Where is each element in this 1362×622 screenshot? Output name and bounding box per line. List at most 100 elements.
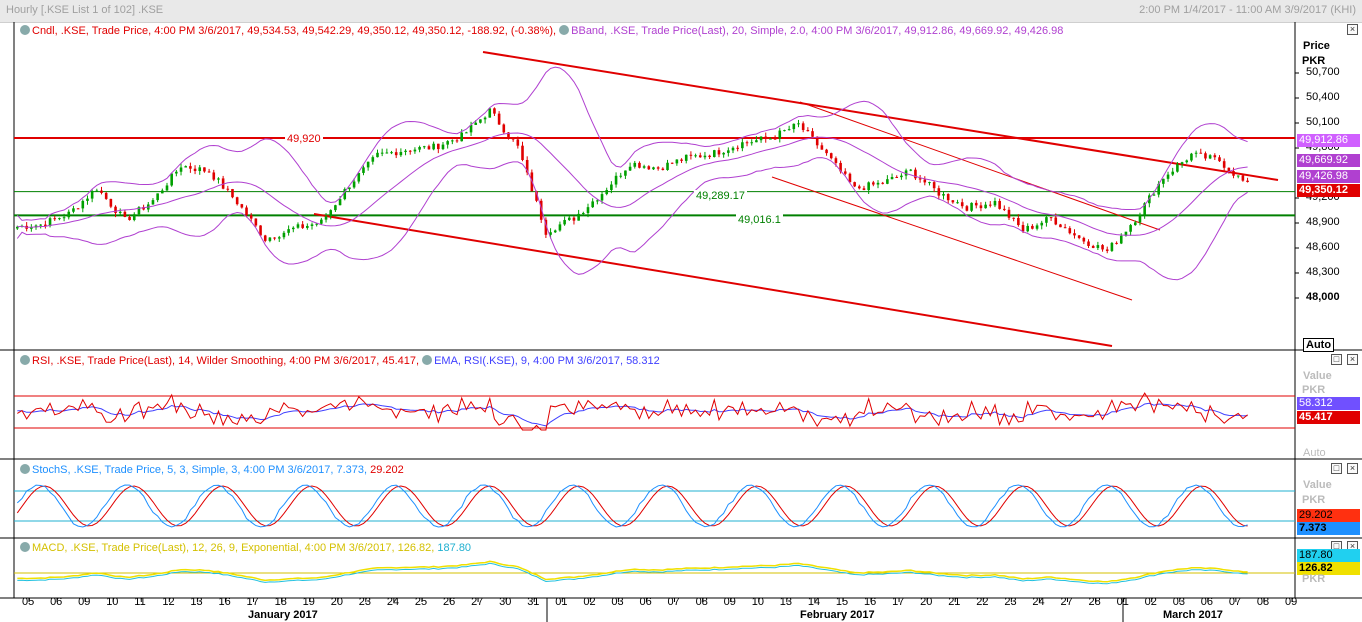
x-day-label: 06 bbox=[1200, 596, 1214, 608]
candle-body bbox=[315, 223, 318, 225]
candle-body bbox=[193, 168, 197, 172]
bband-lower bbox=[16, 157, 1248, 281]
candle-body bbox=[226, 188, 230, 190]
candle-body bbox=[249, 215, 253, 219]
candle-body bbox=[1185, 160, 1189, 163]
x-day-label: 16 bbox=[864, 596, 877, 608]
x-day-label: 17 bbox=[892, 596, 905, 608]
candle-body bbox=[1096, 245, 1100, 248]
candle-body bbox=[44, 224, 47, 227]
candle-body bbox=[731, 147, 735, 151]
rsi-pane-close-icon[interactable]: × bbox=[1347, 354, 1358, 365]
candle-body bbox=[1171, 171, 1175, 175]
candle-body bbox=[698, 155, 702, 158]
x-day-label: 10 bbox=[751, 596, 764, 608]
bband-mid bbox=[17, 132, 1248, 236]
candle-body bbox=[1049, 217, 1053, 219]
candle-body bbox=[493, 108, 496, 114]
candle-body bbox=[525, 159, 529, 173]
candle-body bbox=[90, 191, 94, 199]
candle-body bbox=[1143, 203, 1146, 215]
candle-body bbox=[1208, 155, 1212, 159]
x-day-label: 25 bbox=[414, 596, 428, 608]
macd-legend-icon[interactable] bbox=[20, 542, 30, 552]
candle-body bbox=[544, 219, 548, 235]
candle-body bbox=[876, 182, 880, 185]
candle-body bbox=[62, 217, 66, 219]
candle-body bbox=[642, 166, 646, 168]
rsi-legend-icon[interactable] bbox=[20, 355, 30, 365]
bband-legend-icon[interactable] bbox=[559, 25, 570, 35]
candle-body bbox=[647, 166, 651, 170]
price-tick-label: 48,300 bbox=[1306, 266, 1340, 278]
candle-body bbox=[488, 108, 492, 118]
stoch-pane-maximize-icon[interactable]: □ bbox=[1331, 463, 1342, 474]
candle-body bbox=[806, 129, 810, 132]
price-pane-close-icon[interactable]: × bbox=[1347, 24, 1358, 35]
date-range: 2:00 PM 1/4/2017 - 11:00 AM 3/9/2017 (KH… bbox=[1139, 4, 1356, 16]
candle-body bbox=[689, 154, 693, 156]
candle-body bbox=[736, 147, 739, 149]
candle-body bbox=[988, 204, 992, 206]
x-day-label: 01 bbox=[1116, 596, 1129, 608]
candle-body bbox=[750, 142, 754, 144]
candle-body bbox=[558, 224, 562, 231]
stoch-pane-close-icon[interactable]: × bbox=[1347, 463, 1358, 474]
price-auto-button[interactable]: Auto bbox=[1303, 338, 1335, 352]
candle-body bbox=[998, 200, 1001, 209]
candle-body bbox=[189, 166, 192, 169]
price-tick-label: 50,700 bbox=[1306, 66, 1340, 78]
stoch-legend-icon[interactable] bbox=[20, 464, 30, 474]
x-day-label: 20 bbox=[920, 596, 933, 608]
candle-body bbox=[502, 124, 506, 133]
candle-body bbox=[235, 197, 239, 205]
candle-body bbox=[703, 155, 707, 158]
candle-body bbox=[338, 199, 342, 206]
candle-body bbox=[1105, 249, 1109, 251]
x-month-label: January 2017 bbox=[248, 609, 318, 621]
candle-body bbox=[259, 225, 262, 236]
macd-line bbox=[17, 560, 1248, 583]
candle-body bbox=[1017, 217, 1020, 226]
macd-legend-value2: 187.80 bbox=[437, 542, 472, 554]
candle-body bbox=[904, 170, 908, 176]
ema-legend-icon[interactable] bbox=[422, 355, 433, 365]
candle-body bbox=[371, 157, 375, 162]
candle-body bbox=[1101, 245, 1104, 250]
candle-body bbox=[170, 173, 173, 186]
candle-body bbox=[628, 166, 632, 171]
candle-body bbox=[839, 162, 842, 172]
candle-body bbox=[404, 150, 407, 152]
red-level-label: 49,920 bbox=[285, 133, 323, 145]
rsi-pane-maximize-icon[interactable]: □ bbox=[1331, 354, 1342, 365]
candle-body bbox=[268, 237, 272, 241]
candle-body bbox=[287, 229, 290, 233]
candle-body bbox=[254, 218, 258, 226]
candle-body bbox=[142, 207, 145, 210]
candle-body bbox=[633, 162, 637, 167]
candle-body bbox=[820, 145, 824, 150]
candle-legend-icon[interactable] bbox=[20, 25, 30, 35]
candle-body bbox=[1073, 233, 1076, 236]
x-day-label: 01 bbox=[555, 596, 568, 608]
candle-body bbox=[1218, 157, 1221, 162]
candle-body bbox=[352, 181, 356, 188]
candle-body bbox=[310, 224, 314, 226]
x-day-label: 16 bbox=[218, 596, 231, 608]
candle-body bbox=[81, 200, 85, 209]
candle-body bbox=[661, 168, 665, 171]
candle-body bbox=[1110, 242, 1114, 251]
candle-body bbox=[399, 151, 403, 156]
x-day-label: 23 bbox=[1004, 596, 1017, 608]
x-day-label: 28 bbox=[1088, 596, 1101, 608]
candle-body bbox=[591, 201, 594, 208]
rsi-auto-button[interactable]: Auto bbox=[1303, 447, 1326, 459]
candle-body bbox=[86, 198, 89, 201]
candle-body bbox=[984, 204, 987, 209]
candle-body bbox=[1157, 183, 1160, 195]
candle-body bbox=[240, 204, 244, 208]
candle-body bbox=[539, 200, 543, 220]
x-day-label: 18 bbox=[274, 596, 287, 608]
candle-body bbox=[960, 202, 964, 207]
